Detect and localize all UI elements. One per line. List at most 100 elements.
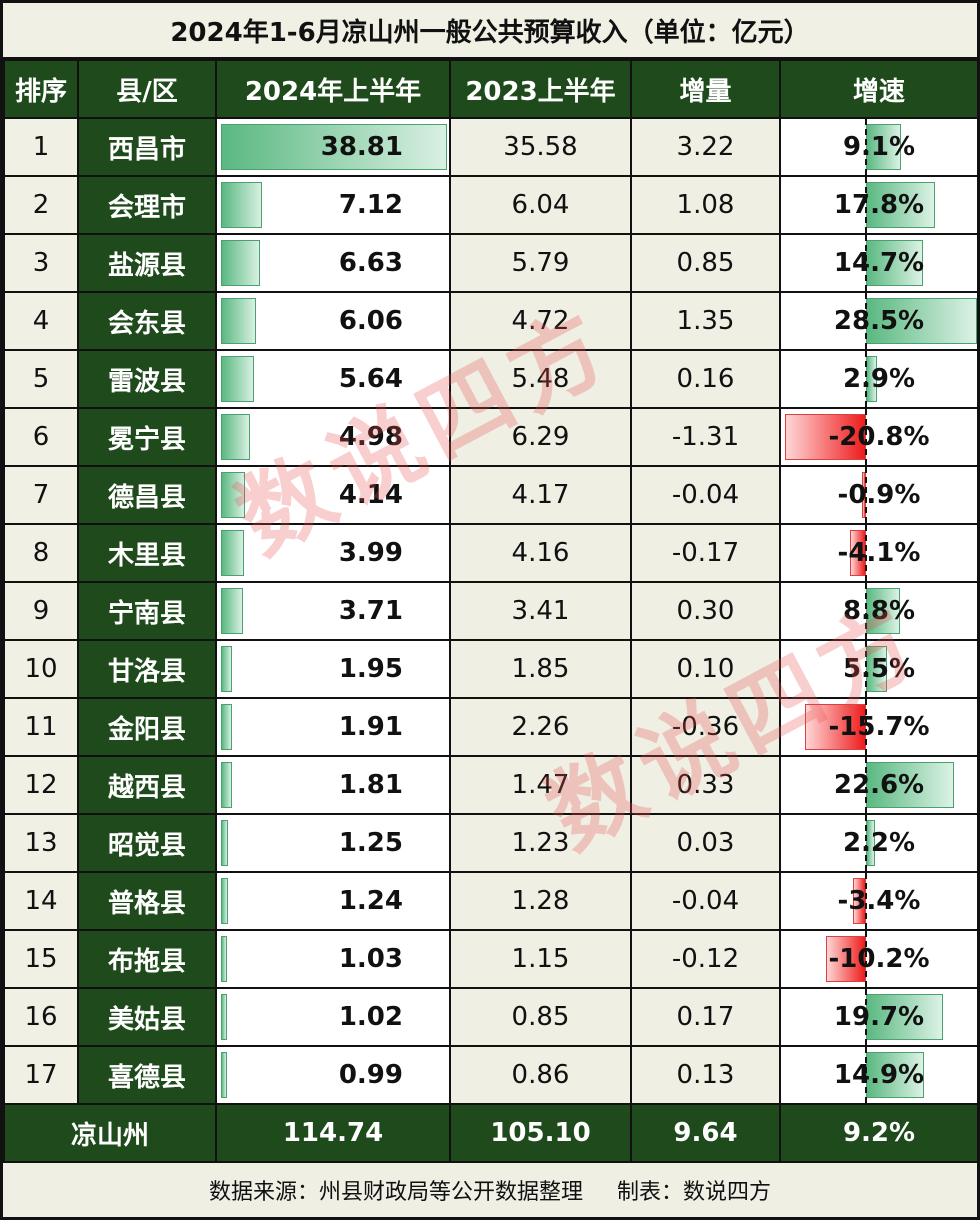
value-2024: 1.24 bbox=[338, 886, 403, 916]
growth-bar-negative bbox=[784, 414, 866, 460]
rank-cell: 10 bbox=[3, 639, 79, 699]
value-2024: 1.95 bbox=[338, 654, 403, 684]
zero-axis-line bbox=[865, 757, 867, 813]
increase-cell: 3.22 bbox=[630, 117, 781, 177]
growth-value: -4.1% bbox=[837, 538, 921, 568]
growth-value: 2.2% bbox=[842, 828, 916, 858]
value-2024: 4.98 bbox=[338, 422, 403, 452]
header-growth: 增速 bbox=[779, 59, 979, 119]
data-bar-2024 bbox=[221, 878, 229, 924]
table-row: 14 普格县 1.24 1.28 -0.04 -3.4% bbox=[3, 871, 979, 931]
county-cell: 德昌县 bbox=[77, 465, 217, 525]
table-author: 制表：数说四方 bbox=[617, 1180, 772, 1205]
zero-axis-line bbox=[865, 931, 867, 987]
rank-cell: 6 bbox=[3, 407, 79, 467]
value-2024-cell: 1.02 bbox=[215, 987, 451, 1047]
growth-value: -10.2% bbox=[828, 944, 930, 974]
table-row: 12 越西县 1.81 1.47 0.33 22.6% bbox=[3, 755, 979, 815]
revenue-table: 排序 县/区 2024年上半年 2023上半年 增量 增速 1 西昌市 38.8… bbox=[3, 59, 979, 1163]
value-2023-cell: 1.47 bbox=[449, 755, 632, 815]
increase-cell: 0.17 bbox=[630, 987, 781, 1047]
county-cell: 宁南县 bbox=[77, 581, 217, 641]
zero-axis-line bbox=[865, 699, 867, 755]
zero-axis-line bbox=[865, 119, 867, 175]
data-bar-2024 bbox=[221, 994, 227, 1040]
table-row: 8 木里县 3.99 4.16 -0.17 -4.1% bbox=[3, 523, 979, 583]
growth-cell: 17.8% bbox=[779, 175, 979, 235]
county-cell: 普格县 bbox=[77, 871, 217, 931]
total-label: 凉山州 bbox=[3, 1103, 217, 1163]
rank-cell: 1 bbox=[3, 117, 79, 177]
table-row: 15 布拖县 1.03 1.15 -0.12 -10.2% bbox=[3, 929, 979, 989]
value-2024-cell: 6.06 bbox=[215, 291, 451, 351]
zero-axis-line bbox=[865, 467, 867, 523]
header-county: 县/区 bbox=[77, 59, 217, 119]
data-bar-2024 bbox=[221, 298, 257, 344]
value-2023-cell: 5.48 bbox=[449, 349, 632, 409]
county-cell: 金阳县 bbox=[77, 697, 217, 757]
county-cell: 冕宁县 bbox=[77, 407, 217, 467]
data-bar-2024 bbox=[221, 820, 229, 866]
data-bar-2024 bbox=[221, 414, 250, 460]
zero-axis-line bbox=[865, 873, 867, 929]
value-2024: 1.02 bbox=[338, 1002, 403, 1032]
zero-axis-line bbox=[865, 641, 867, 697]
county-cell: 雷波县 bbox=[77, 349, 217, 409]
growth-cell: 9.1% bbox=[779, 117, 979, 177]
growth-cell: -0.9% bbox=[779, 465, 979, 525]
growth-cell: 5.5% bbox=[779, 639, 979, 699]
increase-cell: 0.85 bbox=[630, 233, 781, 293]
growth-cell: 2.9% bbox=[779, 349, 979, 409]
growth-value: 17.8% bbox=[833, 190, 925, 220]
value-2024: 1.03 bbox=[338, 944, 403, 974]
zero-axis-line bbox=[865, 989, 867, 1045]
value-2023-cell: 2.26 bbox=[449, 697, 632, 757]
growth-bar-positive bbox=[866, 240, 924, 286]
table-row: 2 会理市 7.12 6.04 1.08 17.8% bbox=[3, 175, 979, 235]
growth-cell: -4.1% bbox=[779, 523, 979, 583]
growth-cell: -10.2% bbox=[779, 929, 979, 989]
data-bar-2024 bbox=[221, 762, 232, 808]
header-2024: 2024年上半年 bbox=[215, 59, 451, 119]
data-bar-2024 bbox=[221, 1052, 227, 1098]
county-cell: 盐源县 bbox=[77, 233, 217, 293]
increase-cell: 0.33 bbox=[630, 755, 781, 815]
value-2023-cell: 1.28 bbox=[449, 871, 632, 931]
growth-cell: 28.5% bbox=[779, 291, 979, 351]
zero-axis-line bbox=[865, 293, 867, 349]
value-2024: 5.64 bbox=[338, 364, 403, 394]
increase-cell: 0.10 bbox=[630, 639, 781, 699]
growth-value: 5.5% bbox=[842, 654, 916, 684]
zero-axis-line bbox=[865, 1047, 867, 1103]
value-2024-cell: 4.98 bbox=[215, 407, 451, 467]
table-title: 2024年1-6月凉山州一般公共预算收入（单位：亿元） bbox=[3, 3, 977, 59]
increase-cell: 1.35 bbox=[630, 291, 781, 351]
total-increase: 9.64 bbox=[630, 1103, 781, 1163]
value-2024-cell: 1.81 bbox=[215, 755, 451, 815]
rank-cell: 7 bbox=[3, 465, 79, 525]
county-cell: 西昌市 bbox=[77, 117, 217, 177]
data-bar-2024 bbox=[221, 182, 263, 228]
increase-cell: -0.17 bbox=[630, 523, 781, 583]
value-2024-cell: 1.03 bbox=[215, 929, 451, 989]
table-row: 7 德昌县 4.14 4.17 -0.04 -0.9% bbox=[3, 465, 979, 525]
zero-axis-line bbox=[865, 409, 867, 465]
increase-cell: 0.30 bbox=[630, 581, 781, 641]
total-2024: 114.74 bbox=[215, 1103, 451, 1163]
table-row: 9 宁南县 3.71 3.41 0.30 8.8% bbox=[3, 581, 979, 641]
value-2023-cell: 3.41 bbox=[449, 581, 632, 641]
value-2024-cell: 6.63 bbox=[215, 233, 451, 293]
growth-value: 9.1% bbox=[842, 132, 916, 162]
growth-value: 14.7% bbox=[833, 248, 925, 278]
growth-cell: 14.9% bbox=[779, 1045, 979, 1105]
growth-cell: -15.7% bbox=[779, 697, 979, 757]
table-row: 5 雷波县 5.64 5.48 0.16 2.9% bbox=[3, 349, 979, 409]
total-row: 凉山州 114.74 105.10 9.64 9.2% bbox=[3, 1103, 979, 1163]
value-2024-cell: 3.71 bbox=[215, 581, 451, 641]
county-cell: 昭觉县 bbox=[77, 813, 217, 873]
growth-cell: 14.7% bbox=[779, 233, 979, 293]
value-2023-cell: 1.85 bbox=[449, 639, 632, 699]
value-2024-cell: 1.24 bbox=[215, 871, 451, 931]
rank-cell: 9 bbox=[3, 581, 79, 641]
